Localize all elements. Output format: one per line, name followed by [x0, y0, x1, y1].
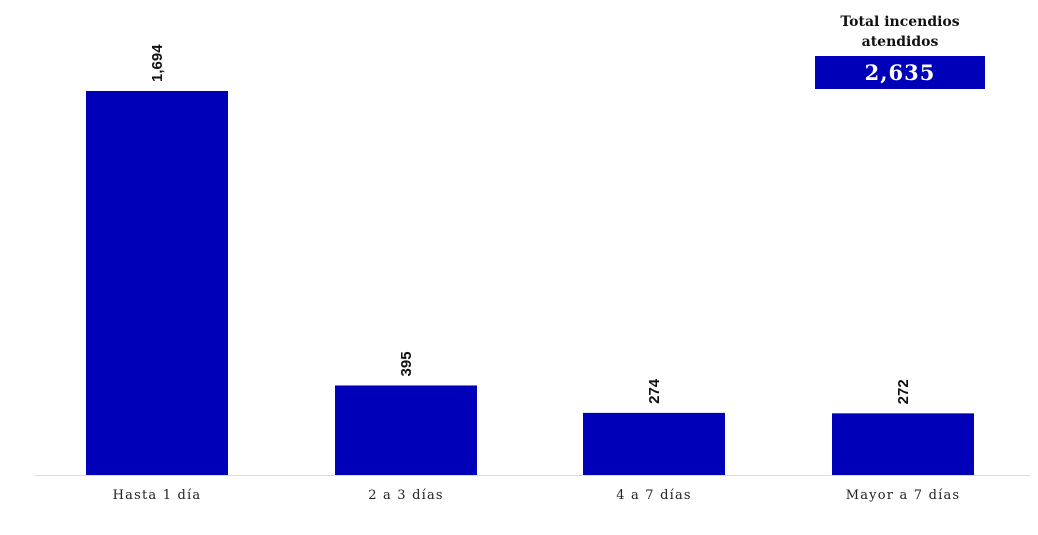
category-label-1: Hasta 1 día: [113, 488, 202, 503]
value-label-3: 274: [646, 378, 663, 404]
bar-2: [335, 385, 477, 475]
total-title-line2: atendidos: [861, 34, 939, 50]
value-label-4: 272: [895, 379, 912, 404]
total-summary-box: Total incendios atendidos 2,635: [815, 12, 985, 89]
total-value-badge: 2,635: [815, 56, 985, 89]
category-label-4: Mayor a 7 días: [846, 488, 961, 503]
value-label-1: 1,694: [149, 44, 166, 82]
bar-1: [86, 91, 228, 475]
bars-layer: [86, 91, 974, 475]
value-label-2: 395: [398, 351, 415, 376]
bar-3: [583, 412, 725, 475]
category-label-3: 4 a 7 días: [616, 488, 692, 503]
category-label-2: 2 a 3 días: [368, 488, 444, 503]
bar-4: [832, 413, 974, 475]
total-title-line1: Total incendios: [840, 14, 960, 30]
labels-layer: 1,694 Hasta 1 día 395 2 a 3 días 274 4 a 7 dí…: [113, 44, 961, 503]
